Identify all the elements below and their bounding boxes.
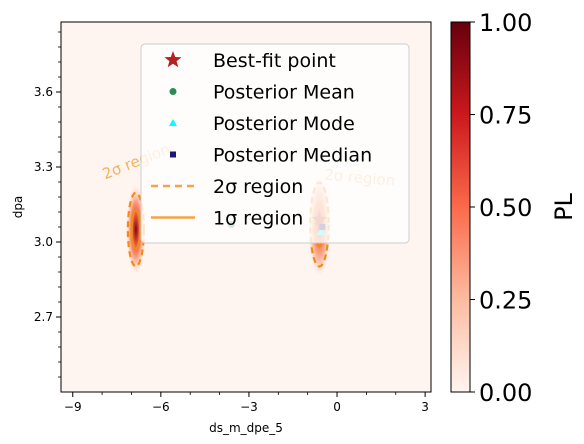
legend-box [140,43,410,244]
legend-circle-icon [169,88,177,95]
y-tick-label: 2.7 [34,310,53,324]
legend-star-icon [164,51,182,68]
legend-entry-label: Posterior Median [213,145,372,167]
legend-entry-label: 2σ region [213,176,303,198]
legend-triangle-icon [169,119,177,126]
legend-entry-label: Best-fit point [213,50,336,72]
colorbar-tick-label: 0.25 [479,287,532,315]
legend-entry-label: 1σ region [213,208,303,230]
x-tick-label: 0 [333,400,341,414]
x-tick-label: −9 [64,400,82,414]
y-tick-label: 3.6 [34,85,53,99]
plot-frame [60,21,432,393]
colorbar-tick-label: 0.00 [479,379,532,407]
legend-entry-label: Posterior Mode [213,113,355,135]
legend-entry-label: Posterior Mean [213,82,355,104]
colorbar-tick-label: 0.75 [479,102,532,130]
x-tick-label: −3 [240,400,258,414]
legend-square-icon [170,151,176,158]
y-tick-label: 3.3 [34,160,53,174]
y-axis-label: dpa [11,196,25,219]
legend: Best-fit point Posterior Mean Posterior Mo… [140,43,410,244]
x-tick-label: 3 [421,400,429,414]
contour-1sigma-1 [130,209,142,250]
colorbar-tick-label: 0.50 [479,194,532,222]
x-tick-label: −6 [152,400,170,414]
colorbar-tick-label: 1.00 [479,9,532,37]
colorbar [450,21,471,393]
colorbar-label: PL [550,192,578,220]
y-tick-label: 3.0 [34,235,53,249]
x-axis-label: ds_m_dpe_5 [209,421,283,435]
